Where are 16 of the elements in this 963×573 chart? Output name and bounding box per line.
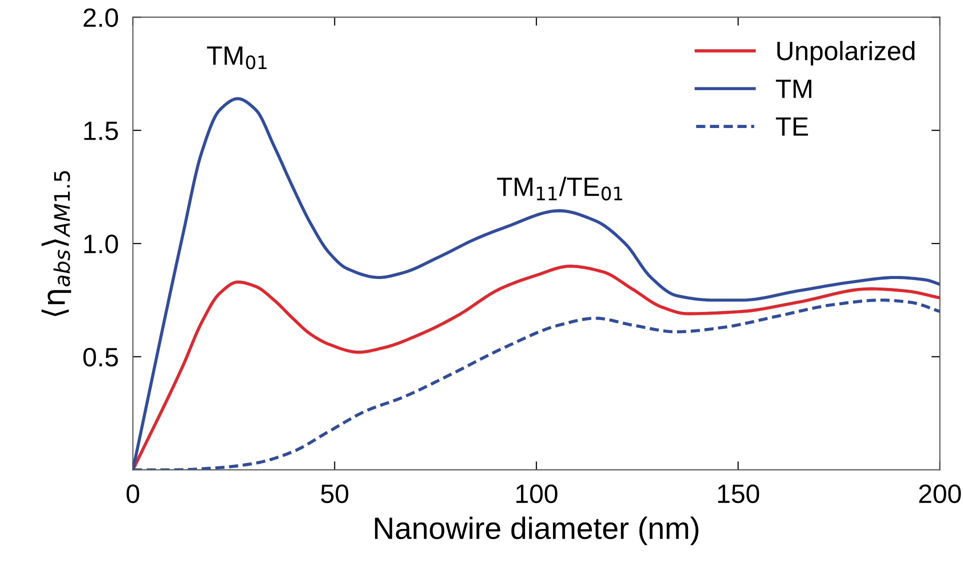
y-tick-label: 1.5: [84, 122, 118, 140]
x-tick-label: 0: [126, 484, 140, 504]
annotation: TM$_{01}$: [206, 46, 267, 70]
y-tick-label: 2.0: [84, 8, 118, 28]
legend-label: TM: [776, 80, 812, 98]
legend-label: TE: [776, 117, 808, 136]
x-axis-title: Nanowire diameter (nm): [375, 516, 698, 546]
y-tick-label: 1.0: [84, 234, 118, 254]
annotation: TM$_{11}$/TE$_{01}$: [497, 176, 622, 200]
legend-label: Unpolarized: [777, 40, 914, 66]
y-axis-title: ⟨η$_{abs}$⟩$_{AM1.5}$: [42, 171, 72, 316]
x-tick-label: 200: [919, 484, 961, 504]
x-tick-label: 100: [516, 484, 558, 504]
x-tick-label: 50: [321, 484, 348, 504]
x-tick-label: 150: [718, 484, 760, 504]
y-tick-label: 0.5: [83, 348, 118, 367]
